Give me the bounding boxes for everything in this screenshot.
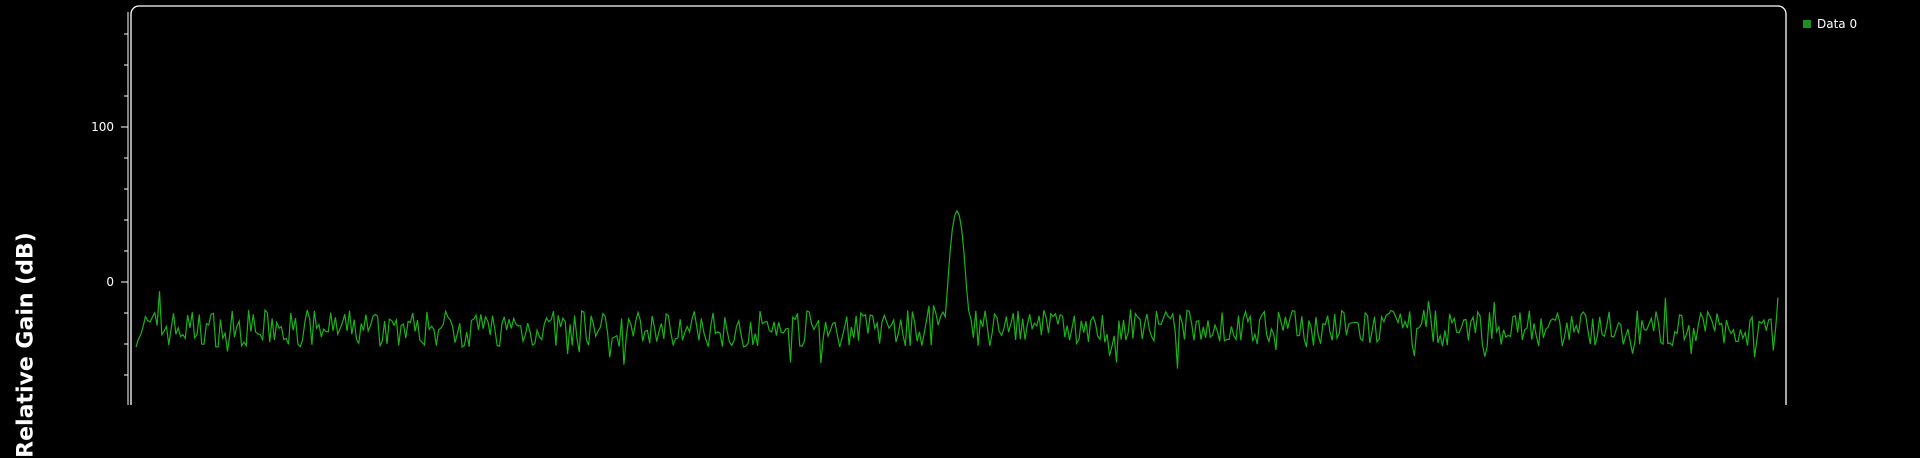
y-tick-labels: 100 0 (91, 120, 114, 289)
y-axis-label: Relative Gain (dB) (13, 232, 39, 458)
series-line-data-0 (135, 209, 1779, 369)
legend: Data 0 (1803, 17, 1857, 31)
y-tick-label: 0 (106, 275, 114, 289)
chart: 100 0 (91, 5, 1787, 405)
y-ticks (121, 33, 128, 376)
legend-swatch-data-0 (1803, 20, 1811, 28)
legend-label-data-0: Data 0 (1817, 17, 1858, 31)
y-tick-label: 100 (91, 120, 114, 134)
plot-frame (130, 5, 1787, 405)
